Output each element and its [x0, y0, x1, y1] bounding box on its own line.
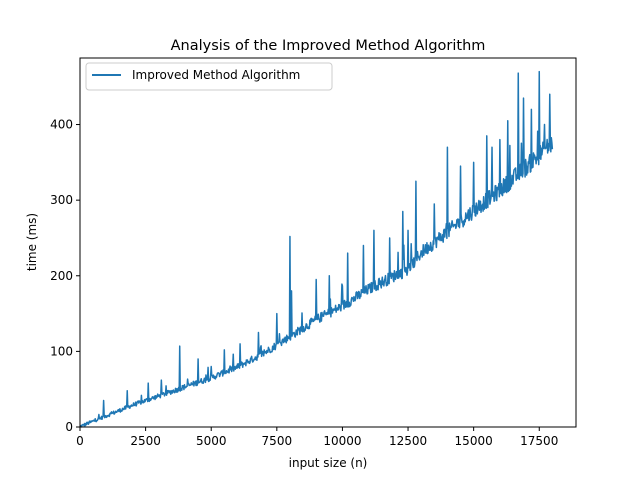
y-axis-label: time (ms) — [25, 213, 39, 271]
x-tick-label: 10000 — [323, 434, 361, 448]
x-tick-label: 0 — [76, 434, 84, 448]
x-axis: 0 2500 5000 7500 10000 12500 15000 17500 — [76, 427, 558, 448]
y-tick-label: 0 — [65, 420, 73, 434]
plot-frame — [79, 57, 577, 428]
x-tick-label: 12500 — [389, 434, 427, 448]
y-axis: 0 100 200 300 400 — [50, 118, 80, 434]
x-axis-label: input size (n) — [289, 456, 368, 470]
legend-label: Improved Method Algorithm — [132, 68, 300, 82]
series-layer — [79, 70, 554, 428]
series-line — [79, 70, 554, 428]
legend-box — [85, 62, 333, 91]
x-tick-label: 17500 — [520, 434, 558, 448]
x-tick-label: 2500 — [130, 434, 161, 448]
y-tick-label: 300 — [50, 193, 73, 207]
y-tick-label: 100 — [50, 344, 73, 358]
x-tick-label: 7500 — [262, 434, 293, 448]
y-tick-label: 400 — [50, 118, 73, 132]
chart-title: Analysis of the Improved Method Algorith… — [171, 38, 486, 54]
x-tick-label: 15000 — [455, 434, 493, 448]
legend: Improved Method Algorithm — [85, 62, 333, 91]
x-tick-label: 5000 — [196, 434, 227, 448]
y-tick-label: 200 — [50, 269, 73, 283]
